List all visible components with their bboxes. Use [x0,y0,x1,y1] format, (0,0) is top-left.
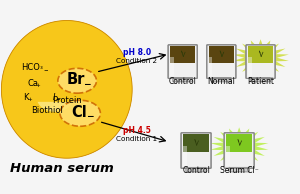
Text: Human serum: Human serum [10,162,114,175]
Text: Control: Control [182,166,210,176]
Polygon shape [54,76,80,103]
Polygon shape [28,48,106,131]
Bar [209,57,212,76]
Text: Control: Control [169,77,196,86]
Text: Condition 2: Condition 2 [116,58,157,64]
Text: Serum Cl⁻: Serum Cl⁻ [220,166,259,176]
Polygon shape [50,72,83,107]
Text: Cl: Cl [71,105,86,120]
Circle shape [60,100,100,126]
Text: −: − [56,97,61,102]
Polygon shape [210,127,268,165]
FancyBboxPatch shape [168,45,197,78]
Polygon shape [38,58,96,120]
Polygon shape [31,51,103,127]
Polygon shape [38,102,72,112]
Bar [183,146,187,166]
Text: +: + [28,97,33,102]
FancyBboxPatch shape [181,133,211,168]
Bar [226,146,230,166]
Text: Biothiol: Biothiol [32,106,63,115]
Text: Condition 1: Condition 1 [116,136,157,142]
Text: Patient: Patient [247,77,274,86]
Polygon shape [64,86,70,93]
Text: I: I [53,93,56,101]
Polygon shape [60,82,73,96]
Text: HCO: HCO [21,63,40,72]
Text: pH 8.0: pH 8.0 [123,48,151,57]
Text: ₃: ₃ [40,64,43,70]
Polygon shape [44,65,90,113]
FancyBboxPatch shape [224,133,254,168]
Text: Normal: Normal [207,77,235,86]
FancyBboxPatch shape [207,45,236,78]
Bar [170,57,174,76]
Text: −: − [86,112,93,121]
FancyBboxPatch shape [212,77,231,82]
FancyBboxPatch shape [246,45,275,78]
Polygon shape [11,31,122,148]
Bar [226,134,252,152]
Polygon shape [57,79,76,100]
Polygon shape [14,34,119,144]
Circle shape [58,68,97,93]
Polygon shape [232,39,289,76]
Text: Protein: Protein [52,96,82,105]
Polygon shape [40,62,93,117]
Text: −: − [43,67,48,72]
Polygon shape [18,38,116,141]
Bar [170,46,196,63]
Polygon shape [2,21,132,158]
Bar [208,46,234,63]
Polygon shape [2,21,132,158]
Polygon shape [47,69,86,110]
Text: K: K [23,93,28,101]
Text: +: + [36,83,40,88]
FancyBboxPatch shape [173,77,193,82]
Polygon shape [5,24,129,155]
Bar [248,57,252,76]
Polygon shape [24,45,109,134]
Polygon shape [8,27,126,151]
Text: pH 4.5: pH 4.5 [123,126,151,135]
Bar [183,134,209,152]
Polygon shape [21,41,112,138]
Text: Ca: Ca [27,79,38,88]
FancyBboxPatch shape [186,167,206,172]
FancyBboxPatch shape [229,167,249,172]
Polygon shape [34,55,100,124]
Text: Br: Br [67,72,85,87]
Text: −: − [83,80,90,89]
Bar [248,46,273,63]
FancyBboxPatch shape [251,77,271,82]
